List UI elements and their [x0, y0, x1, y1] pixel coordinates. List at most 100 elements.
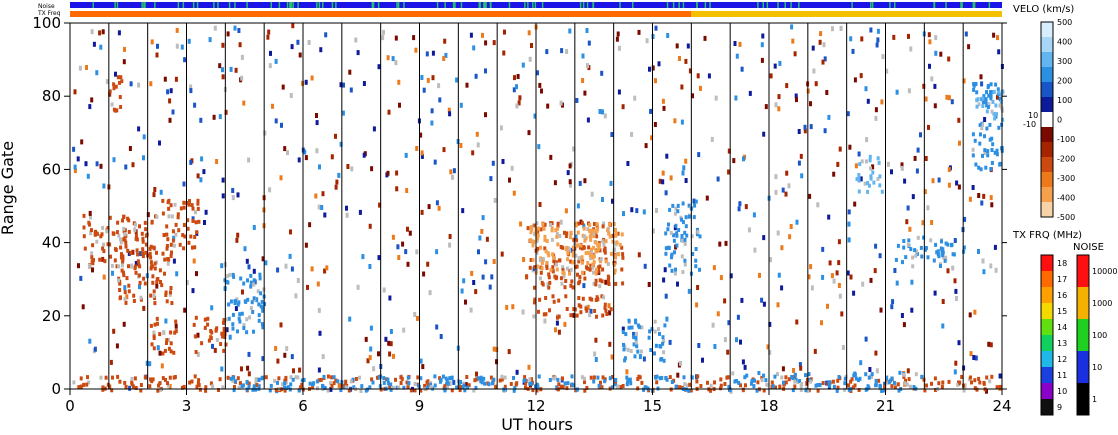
velocity-cell	[648, 329, 652, 334]
velocity-cell	[920, 254, 924, 259]
scatter-point	[105, 79, 109, 85]
velocity-cell	[625, 382, 629, 387]
velocity-cell	[555, 262, 558, 267]
scatter-point	[196, 352, 200, 357]
velocity-cell	[567, 246, 571, 251]
velocity-colorbar-tick: -200	[1057, 155, 1075, 164]
velocity-cell	[566, 257, 569, 262]
velocity-cell	[806, 388, 810, 393]
velocity-cell	[186, 226, 190, 231]
scatter-point	[651, 65, 655, 71]
scatter-point	[421, 364, 425, 370]
scatter-point	[169, 88, 173, 94]
scatter-point	[513, 75, 516, 81]
velocity-cell	[167, 257, 171, 262]
velocity-cell	[728, 388, 732, 393]
scatter-point	[388, 295, 392, 301]
scatter-point	[540, 88, 543, 94]
x-tick-label: 15	[643, 397, 662, 415]
scatter-point	[507, 349, 511, 355]
scatter-point	[362, 152, 366, 158]
scatter-point	[404, 249, 408, 255]
scatter-point	[204, 209, 208, 215]
velocity-cell	[545, 263, 549, 268]
velocity-cell	[332, 381, 336, 386]
velocity-cell	[542, 226, 546, 231]
scatter-point	[585, 28, 589, 33]
scatter-point	[109, 359, 113, 365]
velocity-cell	[209, 336, 213, 341]
velocity-cell	[695, 379, 699, 384]
velocity-cell	[193, 245, 197, 250]
velocity-cell	[101, 385, 105, 390]
velocity-cell	[629, 349, 633, 353]
scatter-point	[553, 180, 557, 186]
velocity-cell	[194, 315, 198, 320]
scatter-point	[848, 144, 852, 150]
noise-fleck	[182, 2, 185, 8]
scatter-point	[484, 68, 487, 74]
velocity-cell	[539, 245, 542, 250]
velocity-cell	[249, 284, 253, 289]
scatter-point	[947, 95, 951, 101]
velocity-cell	[349, 379, 353, 384]
scatter-point	[168, 117, 172, 123]
velocity-cell	[597, 383, 601, 388]
scatter-point	[298, 367, 302, 373]
scatter-point	[654, 25, 658, 31]
scatter-point	[117, 30, 121, 36]
velocity-cell	[902, 372, 905, 377]
velocity-cell	[151, 280, 155, 285]
velocity-cell	[598, 278, 602, 283]
scatter-point	[315, 113, 318, 118]
txfreq-color-swatch	[1041, 335, 1053, 352]
velocity-cell	[574, 221, 577, 226]
velocity-cell	[236, 376, 240, 381]
scatter-point	[828, 260, 832, 266]
scatter-point	[281, 84, 285, 90]
velocity-cell	[87, 264, 91, 268]
velocity-cell	[344, 385, 348, 390]
velocity-cell	[982, 381, 986, 386]
velocity-cell	[986, 105, 990, 109]
scatter-point	[220, 366, 224, 372]
scatter-point	[389, 341, 393, 347]
scatter-point	[316, 281, 320, 287]
scatter-point	[538, 82, 542, 88]
velocity-cell	[972, 83, 976, 88]
velocity-cell	[257, 378, 261, 382]
scatter-point	[342, 82, 345, 88]
scatter-point	[777, 94, 781, 100]
scatter-point	[318, 164, 321, 170]
velocity-cell	[249, 273, 253, 278]
scatter-point	[809, 101, 812, 107]
velocity-cell	[127, 289, 131, 294]
velocity-cell	[550, 237, 554, 242]
velocity-cell	[551, 376, 555, 381]
velocity-cell	[607, 231, 611, 236]
velocity-cell	[987, 83, 990, 88]
velocity-cell	[835, 388, 839, 393]
scatter-point	[129, 81, 133, 87]
velocity-colorbar-tick: 500	[1057, 18, 1072, 27]
velocity-cell	[224, 342, 228, 347]
noise-fleck	[973, 2, 976, 8]
velocity-cell	[621, 281, 625, 286]
velocity-cell	[391, 385, 395, 390]
scatter-point	[349, 87, 353, 93]
velocity-cell	[979, 167, 983, 172]
scatter-point	[776, 230, 780, 236]
velocity-cell	[939, 246, 943, 251]
velocity-cell	[85, 382, 89, 387]
scatter-point	[307, 40, 311, 45]
velocity-cell	[793, 384, 797, 389]
scatter-point	[315, 120, 319, 126]
velocity-cell	[632, 342, 636, 347]
velocity-cell	[780, 375, 784, 380]
velocity-cell	[211, 384, 215, 389]
velocity-cell	[344, 379, 348, 384]
scatter-point	[838, 293, 842, 299]
velocity-cell	[209, 381, 213, 386]
velocity-cell	[242, 281, 246, 286]
scatter-point	[769, 257, 772, 263]
